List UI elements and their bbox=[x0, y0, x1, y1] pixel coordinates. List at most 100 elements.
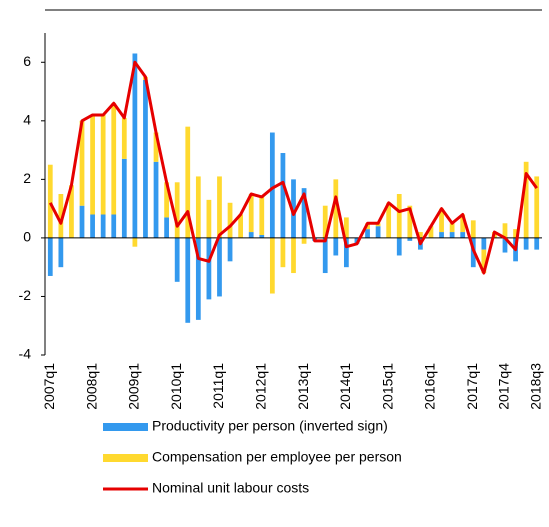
bar bbox=[418, 232, 423, 238]
bar bbox=[47, 237, 53, 276]
x-tick-label: 2018q3 bbox=[527, 363, 543, 410]
bar bbox=[248, 232, 254, 238]
bar bbox=[481, 237, 487, 250]
bar bbox=[428, 226, 434, 238]
bar bbox=[523, 161, 529, 238]
line bbox=[48, 60, 538, 275]
bar bbox=[470, 220, 476, 238]
bar bbox=[121, 158, 127, 238]
y-tick-label: 2 bbox=[23, 170, 31, 186]
x-tick-label: 2016q1 bbox=[422, 363, 438, 410]
bar bbox=[79, 120, 85, 206]
bar bbox=[153, 161, 159, 238]
legend-label: Productivity per person (inverted sign) bbox=[152, 418, 388, 434]
bar bbox=[460, 232, 466, 238]
bar bbox=[269, 132, 275, 238]
legend-label: Compensation per employee per person bbox=[152, 449, 402, 465]
bar bbox=[280, 237, 286, 268]
bar bbox=[227, 202, 233, 238]
bar bbox=[333, 179, 339, 238]
legend-swatch bbox=[103, 454, 148, 462]
bar bbox=[449, 223, 455, 233]
bar bbox=[407, 237, 413, 241]
x-tick-label: 2008q1 bbox=[83, 363, 99, 410]
bar bbox=[111, 214, 117, 238]
bar bbox=[100, 114, 106, 215]
bar bbox=[523, 237, 529, 250]
bar bbox=[217, 176, 222, 238]
bar bbox=[343, 237, 349, 268]
bar bbox=[217, 237, 222, 297]
bar bbox=[291, 237, 296, 274]
bar bbox=[502, 237, 508, 253]
y-tick-label: -2 bbox=[19, 287, 32, 303]
x-tick-label: 2009q1 bbox=[126, 363, 142, 410]
bar bbox=[248, 194, 254, 233]
x-tick-label: 2007q1 bbox=[41, 363, 57, 410]
bar bbox=[90, 214, 95, 238]
bar bbox=[396, 194, 402, 238]
bar bbox=[322, 237, 328, 274]
bar bbox=[206, 199, 212, 238]
y-tick-label: 4 bbox=[23, 112, 31, 128]
bar bbox=[259, 234, 265, 238]
bar bbox=[79, 205, 85, 238]
bar bbox=[69, 185, 74, 238]
bar bbox=[407, 205, 413, 238]
bar bbox=[333, 237, 339, 256]
bar bbox=[47, 164, 53, 238]
bar bbox=[185, 237, 191, 323]
bar bbox=[502, 223, 508, 238]
bar bbox=[386, 202, 392, 238]
bar bbox=[534, 237, 540, 250]
bar bbox=[58, 237, 64, 268]
bar bbox=[269, 237, 275, 294]
bar bbox=[174, 182, 180, 238]
bar bbox=[100, 214, 106, 238]
bar bbox=[90, 114, 95, 215]
bar bbox=[227, 237, 233, 262]
bar bbox=[534, 176, 540, 238]
bar bbox=[58, 194, 64, 238]
bar bbox=[396, 237, 402, 256]
bar bbox=[132, 53, 138, 238]
bar bbox=[206, 237, 212, 300]
bar bbox=[439, 232, 444, 238]
x-tick-label: 2012q1 bbox=[252, 363, 268, 410]
y-tick-label: 6 bbox=[23, 53, 31, 69]
bar bbox=[301, 237, 307, 244]
bar bbox=[195, 237, 201, 320]
bar bbox=[291, 179, 296, 238]
bar bbox=[111, 103, 117, 215]
bar bbox=[174, 237, 180, 282]
bar bbox=[143, 79, 148, 238]
bar bbox=[513, 229, 518, 238]
bar bbox=[164, 182, 169, 218]
x-tick-label: 2017q4 bbox=[496, 363, 512, 410]
x-tick-label: 2017q1 bbox=[464, 363, 480, 410]
bar bbox=[132, 237, 138, 247]
x-tick-label: 2011q1 bbox=[210, 363, 226, 409]
bar bbox=[164, 217, 169, 238]
x-tick-label: 2014q1 bbox=[337, 363, 353, 410]
bar bbox=[301, 188, 307, 238]
bar bbox=[460, 214, 466, 233]
bar bbox=[280, 153, 286, 238]
bar bbox=[343, 217, 349, 238]
bar bbox=[259, 196, 265, 235]
bar bbox=[195, 176, 201, 238]
bar bbox=[449, 232, 455, 238]
bar bbox=[365, 229, 370, 238]
y-tick-label: -4 bbox=[19, 346, 32, 362]
x-tick-label: 2013q1 bbox=[295, 363, 311, 410]
bar bbox=[238, 214, 244, 238]
bar bbox=[439, 208, 444, 233]
bar bbox=[185, 126, 191, 238]
legend-label: Nominal unit labour costs bbox=[152, 480, 309, 496]
bar bbox=[121, 117, 127, 159]
bar bbox=[375, 226, 381, 238]
x-tick-label: 2010q1 bbox=[168, 363, 184, 410]
bar bbox=[481, 249, 487, 274]
x-tick-label: 2015q1 bbox=[379, 363, 395, 410]
